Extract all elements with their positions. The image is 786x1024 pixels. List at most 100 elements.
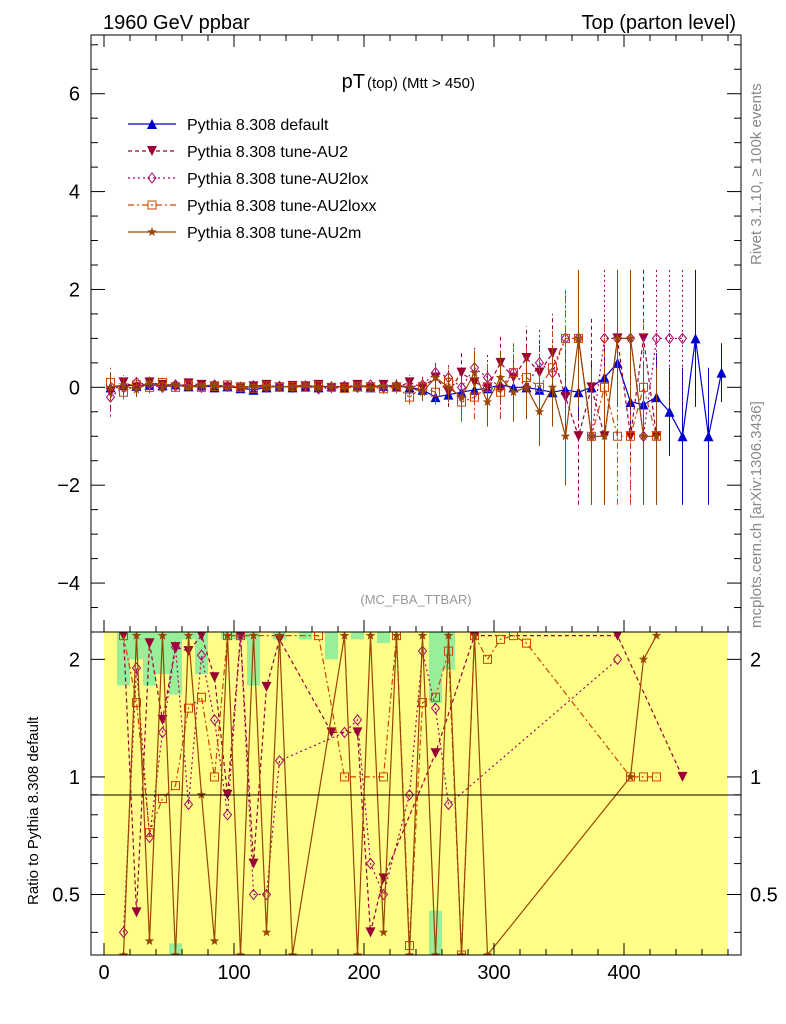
- ratio-band-inner: [676, 632, 689, 955]
- ratio-plot-series: [118, 632, 688, 955]
- ratio-point: [638, 654, 649, 664]
- legend-marker: [147, 227, 157, 236]
- ratio-point: [482, 950, 493, 955]
- ratio-point: [352, 727, 363, 738]
- ratio-point: [171, 781, 180, 791]
- header-left: 1960 GeV ppbar: [103, 12, 250, 34]
- data-point: [144, 377, 155, 387]
- data-point: [131, 384, 142, 394]
- y-tick-label: −4: [57, 573, 80, 595]
- data-point: [703, 431, 714, 442]
- y-tick-label: 6: [69, 84, 80, 106]
- ratio-point: [248, 858, 259, 869]
- data-point: [534, 367, 545, 378]
- data-point: [547, 382, 558, 392]
- plot-title-sub: (top) (Mtt > 450): [367, 75, 475, 92]
- ratio-point: [379, 772, 388, 782]
- ratio-point: [469, 632, 480, 640]
- ratio-point: [183, 646, 194, 657]
- ratio-point: [365, 857, 376, 870]
- ratio-point: [209, 936, 220, 946]
- ratio-point: [118, 926, 129, 939]
- ratio-band-inner: [715, 632, 728, 955]
- ratio-point: [677, 771, 688, 782]
- data-point: [638, 431, 649, 441]
- data-point: [118, 379, 129, 389]
- ratio-point: [170, 641, 181, 653]
- legend-label: Pythia 8.308 default: [187, 117, 329, 134]
- data-point: [209, 379, 220, 389]
- data-point: [300, 379, 311, 389]
- ratio-band-inner: [429, 703, 442, 911]
- analysis-watermark: (MC_FBA_TTBAR): [360, 592, 471, 607]
- ratio-point: [261, 927, 272, 937]
- data-point: [352, 380, 363, 390]
- legend-marker: [147, 119, 157, 129]
- ratio-band-inner: [533, 632, 546, 955]
- data-point: [677, 431, 688, 442]
- data-point: [534, 357, 545, 369]
- ratio-point: [144, 936, 155, 946]
- ratio-y-tick-label-right: 1: [750, 767, 761, 789]
- ratio-point: [339, 726, 350, 739]
- ratio-band-inner: [442, 669, 455, 955]
- data-point: [222, 382, 233, 392]
- ratio-band-inner: [598, 632, 611, 955]
- ratio-point: [197, 632, 206, 641]
- data-point: [443, 382, 454, 392]
- ratio-series-1: [118, 632, 623, 939]
- ratio-point: [131, 632, 142, 640]
- data-point: [183, 382, 194, 392]
- data-point: [508, 387, 519, 397]
- ratio-y-tick-label-right: 0.5: [750, 885, 778, 907]
- legend: Pythia 8.308 default Pythia 8.308 tune-AU…: [128, 117, 376, 242]
- data-point: [261, 380, 272, 390]
- ratio-band-inner: [624, 632, 637, 955]
- mcplots-label: mcplots.cern.ch [arXiv:1306.3436]: [748, 401, 765, 628]
- ratio-point: [404, 950, 415, 955]
- ratio-band-inner: [702, 632, 715, 955]
- ratio-point: [404, 788, 415, 801]
- data-point: [573, 431, 584, 442]
- ratio-point: [248, 888, 259, 901]
- ratio-point: [483, 654, 492, 664]
- plot-title-main: pT: [342, 71, 365, 93]
- data-point: [170, 379, 181, 389]
- axis-ticks: [91, 35, 741, 955]
- data-point: [690, 333, 701, 344]
- ratio-band-inner: [143, 685, 156, 955]
- series-4: [105, 269, 662, 505]
- data-point: [456, 392, 467, 402]
- ratio-band-inner: [455, 632, 468, 955]
- ratio-point: [222, 632, 233, 640]
- data-point: [313, 382, 324, 392]
- ratio-y-tick-label-right: 2: [750, 649, 761, 671]
- data-point: [274, 382, 285, 392]
- ratio-point: [145, 828, 154, 838]
- x-tick-label: 100: [217, 962, 250, 984]
- x-tick-label: 300: [477, 962, 510, 984]
- ratio-point: [340, 772, 349, 782]
- ratio-point: [509, 632, 518, 641]
- ratio-band-inner: [299, 639, 312, 955]
- ratio-point: [222, 808, 233, 821]
- data-point: [404, 382, 415, 392]
- ratio-point: [613, 632, 622, 641]
- x-tick-label: 0: [98, 962, 109, 984]
- ratio-point: [144, 831, 155, 844]
- ratio-point: [144, 638, 155, 649]
- ratio-band-inner: [689, 632, 702, 955]
- ratio-band-inner: [546, 632, 559, 955]
- ratio-point: [431, 692, 440, 702]
- ratio-band-inner: [195, 674, 208, 955]
- ratio-point: [210, 772, 219, 782]
- ratio-point: [378, 888, 389, 901]
- data-point: [599, 431, 610, 441]
- ratio-point: [157, 632, 168, 640]
- ratio-point: [378, 927, 389, 937]
- ratio-point: [248, 632, 259, 640]
- ratio-band-inner: [260, 632, 273, 955]
- ratio-band-inner: [104, 632, 117, 955]
- ratio-band-inner: [286, 632, 299, 955]
